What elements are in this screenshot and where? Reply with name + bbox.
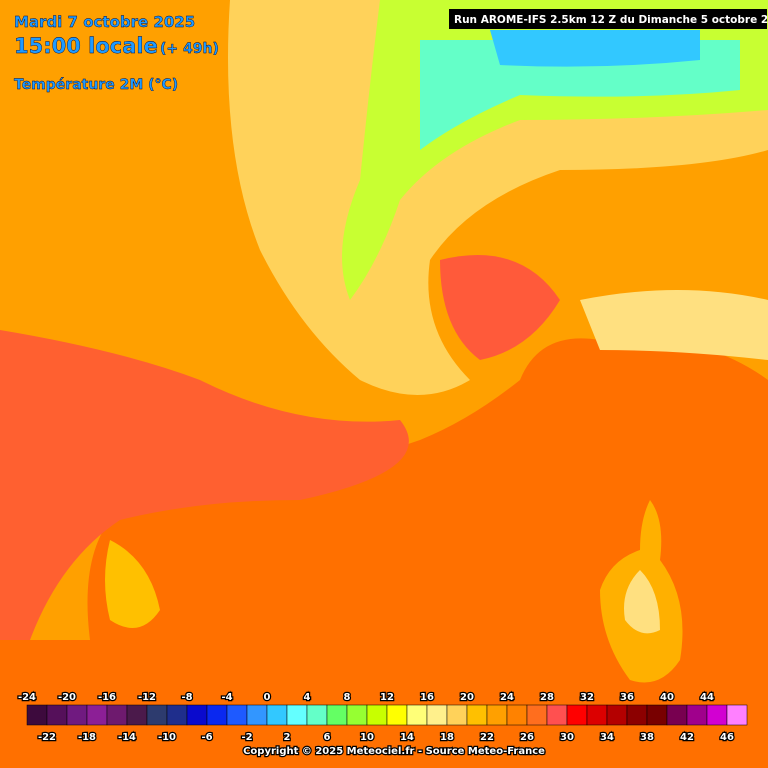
copyright: Copyright © 2025 Meteociel.fr - Source M… (243, 746, 545, 757)
colorbar-label: 16 (420, 692, 434, 703)
color-swatch (226, 704, 248, 726)
color-swatch (666, 704, 688, 726)
color-swatch (646, 704, 668, 726)
date: Mardi 7 octobre 2025 (14, 13, 195, 31)
colorbar-label: 4 (304, 692, 311, 703)
colorbar-label: -14 (118, 732, 136, 743)
colorbar-label: 6 (324, 732, 331, 743)
color-swatch (486, 704, 508, 726)
colorbar-label: 44 (700, 692, 714, 703)
time: 15:00 locale (14, 34, 158, 58)
color-swatch (26, 704, 48, 726)
colorbar-label: 36 (620, 692, 634, 703)
run-info: Run AROME-IFS 2.5km 12 Z du Dimanche 5 o… (454, 14, 768, 26)
color-swatch (446, 704, 468, 726)
color-swatch (66, 704, 88, 726)
colorbar: -24-22-20-18-16-14-12-10-8-6-4-202468101… (17, 691, 748, 744)
color-swatch (506, 704, 528, 726)
colorbar-label: 46 (720, 732, 734, 743)
color-swatch (246, 704, 268, 726)
colorbar-label: -2 (241, 732, 252, 743)
colorbar-label: 14 (400, 732, 414, 743)
colorbar-label: 0 (264, 692, 271, 703)
parameter: Température 2M (°C) (14, 77, 178, 93)
color-swatch (466, 704, 488, 726)
color-swatch (706, 704, 728, 726)
color-swatch (146, 704, 168, 726)
colorbar-label: 20 (460, 692, 474, 703)
colorbar-label: -8 (181, 692, 192, 703)
corsica-mountains (624, 570, 660, 634)
color-swatch (346, 704, 368, 726)
colorbar-label: 22 (480, 732, 494, 743)
color-swatch (606, 704, 628, 726)
colorbar-label: 30 (560, 732, 574, 743)
colorbar-label: 12 (380, 692, 394, 703)
apennines (580, 290, 768, 360)
color-swatch (626, 704, 648, 726)
peaks (420, 40, 740, 150)
color-swatch (386, 704, 408, 726)
color-swatch (86, 704, 108, 726)
color-swatch (546, 704, 568, 726)
lead: (+ 49h) (160, 41, 219, 57)
warm-plain (0, 330, 409, 640)
colorbar-label: -22 (38, 732, 56, 743)
color-swatch (106, 704, 128, 726)
color-swatch (326, 704, 348, 726)
color-swatch (166, 704, 188, 726)
color-swatch (46, 704, 68, 726)
color-swatch (206, 704, 228, 726)
colorbar-label: 2 (284, 732, 291, 743)
lagoon-area (105, 540, 160, 628)
colorbar-label: 10 (360, 732, 374, 743)
colorbar-label: -18 (78, 732, 96, 743)
colorbar-label: 28 (540, 692, 554, 703)
color-swatch (426, 704, 448, 726)
color-swatch (726, 704, 748, 726)
colorbar-label: 8 (344, 692, 351, 703)
color-swatch (266, 704, 288, 726)
colorbar-label: 34 (600, 732, 614, 743)
color-swatch (566, 704, 588, 726)
legend-band (0, 685, 768, 768)
color-swatch (126, 704, 148, 726)
color-swatch (526, 704, 548, 726)
color-swatch (306, 704, 328, 726)
colorbar-label: 32 (580, 692, 594, 703)
colorbar-label: -20 (58, 692, 76, 703)
run-box (449, 9, 767, 29)
colorbar-label: -24 (18, 692, 36, 703)
color-swatch (366, 704, 388, 726)
color-swatch (586, 704, 608, 726)
colorbar-label: 38 (640, 732, 654, 743)
colorbar-label: -16 (98, 692, 116, 703)
colorbar-label: 40 (660, 692, 674, 703)
summits (490, 30, 700, 67)
colorbar-label: -4 (221, 692, 232, 703)
colorbar-label: -10 (158, 732, 176, 743)
color-swatch (686, 704, 708, 726)
color-swatch (186, 704, 208, 726)
color-swatch (286, 704, 308, 726)
colorbar-label: -6 (201, 732, 212, 743)
colorbar-label: 18 (440, 732, 454, 743)
colorbar-label: 24 (500, 692, 514, 703)
colorbar-label: 42 (680, 732, 694, 743)
colorbar-label: 26 (520, 732, 534, 743)
color-swatch (406, 704, 428, 726)
po-valley (440, 255, 560, 360)
colorbar-label: -12 (138, 692, 156, 703)
